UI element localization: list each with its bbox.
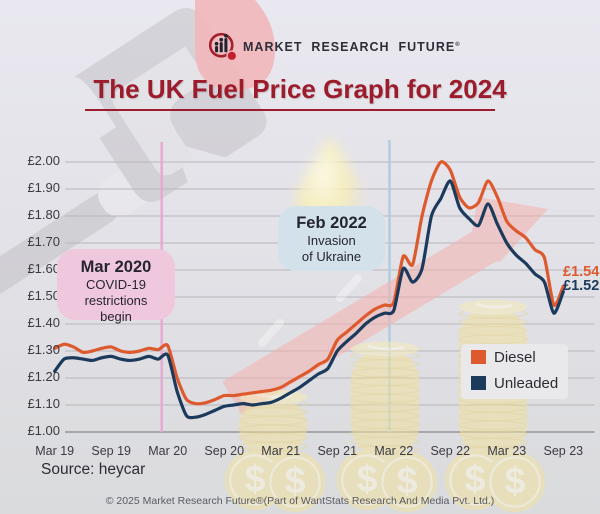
svg-text:$: $ — [357, 457, 378, 499]
svg-text:$: $ — [465, 457, 486, 499]
svg-text:$: $ — [245, 457, 266, 499]
